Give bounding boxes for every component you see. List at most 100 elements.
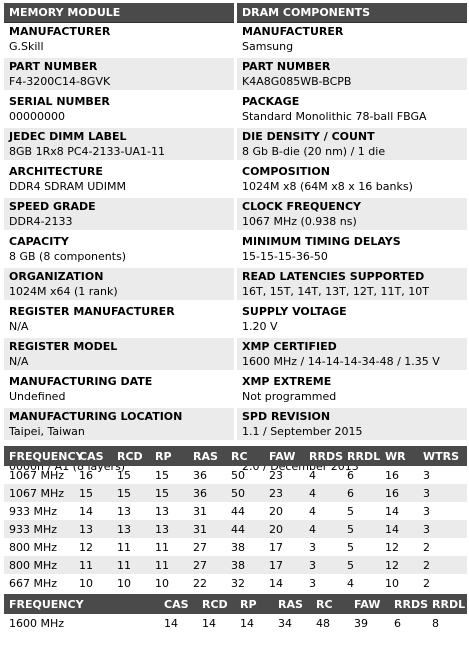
- table-cell: 14: [269, 576, 283, 590]
- column-header: WR: [380, 446, 418, 466]
- left-info-row: CAPACITY 8 GB (8 components): [4, 233, 234, 265]
- info-label: PART NUMBER: [9, 60, 98, 73]
- info-label: PACKAGE: [242, 95, 300, 108]
- table-cell: 3: [304, 556, 342, 574]
- table-cell: 8: [432, 616, 439, 630]
- column-header: RRDS: [304, 446, 343, 466]
- table-cell: 6: [342, 484, 380, 502]
- column-header: RC: [226, 446, 264, 466]
- table-row: 1067 MHz 15 15 15 36 50 23 4 6 16 3: [4, 484, 467, 502]
- table-cell: 16: [380, 484, 418, 502]
- table-cell: 15: [155, 468, 169, 482]
- table-cell: 6: [347, 468, 354, 482]
- table-cell: 22: [193, 576, 207, 590]
- left-info-row: REGISTER MANUFACTURER N/A: [4, 303, 234, 335]
- table-cell: 4: [309, 504, 316, 518]
- table-cell: 3: [418, 484, 467, 502]
- info-value: DDR4-2133: [9, 215, 73, 228]
- table-cell: 13: [150, 520, 188, 538]
- info-value: Samsung: [242, 40, 294, 53]
- info-value: 1600 MHz / 14-14-14-34-48 / 1.35 V: [242, 355, 440, 368]
- left-info-row: SPEED GRADE DDR4-2133: [4, 198, 234, 230]
- column-header: RP: [235, 594, 273, 614]
- right-info-row: SPD REVISION 1.1 / September 2015: [237, 408, 467, 440]
- table-row: 933 MHz 13 13 13 31 44 20 4 5 14 3: [4, 520, 467, 538]
- right-info-row: PACKAGE Standard Monolithic 78-ball FBGA: [237, 93, 467, 125]
- table-cell: 12: [79, 540, 93, 554]
- table-cell: 36: [188, 484, 226, 502]
- info-label: MANUFACTURING DATE: [9, 375, 153, 388]
- column-header: RC: [311, 594, 349, 614]
- jedec-timings-table: FREQUENCY CAS RCD RP RAS RC FAW RRDS RRDL WR WTRS …: [4, 446, 467, 592]
- table-cell: 14: [202, 616, 216, 630]
- info-label: ARCHITECTURE: [9, 165, 103, 178]
- table-row: 933 MHz 14 13 13 31 44 20 4 5 14 3: [4, 502, 467, 520]
- table-cell: 50: [231, 468, 245, 482]
- left-info-row: MANUFACTURING LOCATION Taipei, Taiwan: [4, 408, 234, 440]
- table-cell: 3: [418, 520, 467, 538]
- table-cell: 11: [74, 556, 112, 574]
- table-cell: 5: [342, 556, 380, 574]
- table-cell: 667 MHz: [9, 576, 58, 590]
- table-cell: 12: [380, 556, 418, 574]
- info-value: 00000000: [9, 110, 65, 123]
- column-header: RRDL: [427, 594, 467, 614]
- info-value: DDR4 SDRAM UDIMM: [9, 180, 126, 193]
- table-cell: 20: [269, 504, 283, 518]
- column-header: FREQUENCY: [4, 446, 84, 466]
- info-label: MANUFACTURING LOCATION: [9, 410, 183, 423]
- info-label: PART NUMBER: [242, 60, 331, 73]
- left-info-row: PART NUMBER F4-3200C14-8GVK: [4, 58, 234, 90]
- table-cell: 13: [74, 520, 112, 538]
- table-cell: 5: [347, 540, 354, 554]
- table-cell: 23: [264, 484, 304, 502]
- table-cell: 4: [304, 520, 342, 538]
- info-value: N/A: [9, 320, 29, 333]
- right-info-row: MINIMUM TIMING DELAYS 15-15-15-36-50: [237, 233, 467, 265]
- table-cell: 14: [240, 616, 254, 630]
- info-label: COMPOSITION: [242, 165, 330, 178]
- table-cell: 15: [117, 468, 131, 482]
- right-info-row: DIE DENSITY / COUNT 8 Gb B-die (20 nm) / …: [237, 128, 467, 160]
- table-cell: 3: [423, 468, 430, 482]
- table-cell: 50: [226, 484, 264, 502]
- table-cell: 44: [231, 504, 245, 518]
- table-cell: 1067 MHz: [4, 484, 74, 502]
- memory-module-column: MEMORY MODULE MANUFACTURER G.Skill PART NU…: [4, 3, 234, 475]
- table-cell: 39: [354, 616, 368, 630]
- table-cell: 2: [423, 540, 430, 554]
- info-value: G.Skill: [9, 40, 44, 53]
- left-info-row: ARCHITECTURE DDR4 SDRAM UDIMM: [4, 163, 234, 195]
- table-cell: 15: [150, 484, 188, 502]
- table-cell: 14: [380, 520, 418, 538]
- table-cell: 1067 MHz: [9, 468, 65, 482]
- table-cell: 933 MHz: [4, 520, 74, 538]
- info-value: F4-3200C14-8GVK: [9, 75, 111, 88]
- table-cell: 12: [385, 540, 399, 554]
- table-cell: 5: [347, 504, 354, 518]
- info-label: MANUFACTURER: [242, 25, 344, 38]
- info-label: MANUFACTURER: [9, 25, 111, 38]
- column-header: RAS: [273, 594, 311, 614]
- info-label: SPD REVISION: [242, 410, 331, 423]
- left-info-row: SERIAL NUMBER 00000000: [4, 93, 234, 125]
- table-cell: 10: [385, 576, 399, 590]
- table-cell: 44: [226, 520, 264, 538]
- info-value: 1.20 V: [242, 320, 278, 333]
- table-cell: 34: [278, 616, 292, 630]
- info-value: 16T, 15T, 14T, 13T, 12T, 11T, 10T: [242, 285, 429, 298]
- memory-module-header: MEMORY MODULE: [4, 3, 234, 23]
- info-label: READ LATENCIES SUPPORTED: [242, 270, 425, 283]
- column-header: CAS: [159, 594, 197, 614]
- info-label: REGISTER MANUFACTURER: [9, 305, 175, 318]
- info-label: SUPPLY VOLTAGE: [242, 305, 347, 318]
- info-value: Undefined: [9, 390, 66, 403]
- table-cell: 6: [394, 616, 401, 630]
- info-label: MINIMUM TIMING DELAYS: [242, 235, 401, 248]
- table-cell: 2: [418, 556, 467, 574]
- column-header: WTRS: [418, 446, 467, 466]
- info-label: ORGANIZATION: [9, 270, 104, 283]
- table-cell: 10: [155, 576, 169, 590]
- info-value: Standard Monolithic 78-ball FBGA: [242, 110, 427, 123]
- column-header: RP: [150, 446, 188, 466]
